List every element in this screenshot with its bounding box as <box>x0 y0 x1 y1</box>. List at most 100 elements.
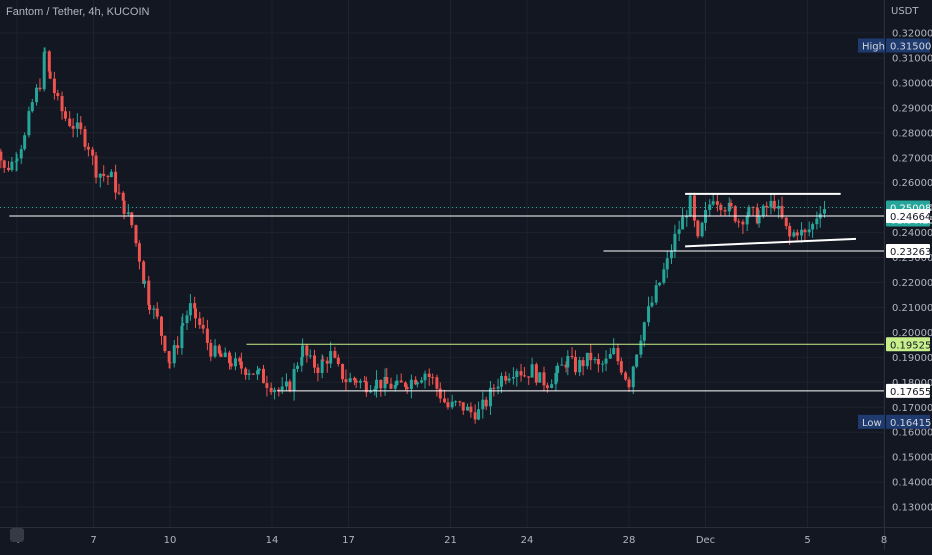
candle-up <box>213 345 217 357</box>
candle-up <box>420 380 424 383</box>
candle-up <box>654 285 658 303</box>
candle-down <box>176 345 180 349</box>
candle-down <box>527 376 531 378</box>
candle-down <box>160 316 164 336</box>
candle-up <box>126 212 130 214</box>
candle-up <box>423 373 427 381</box>
candle-up <box>507 378 511 381</box>
candle-up <box>677 229 681 234</box>
candle-up <box>292 368 296 391</box>
candle-down <box>473 412 477 420</box>
candle-up <box>415 382 419 385</box>
chart-title: Fantom / Tether, 4h, KUCOIN <box>6 6 150 18</box>
x-tick-label: 5 <box>804 535 810 546</box>
candle-up <box>711 201 715 205</box>
candle-up <box>538 372 542 383</box>
x-tick-label: 14 <box>266 535 279 546</box>
candle-up <box>109 171 113 178</box>
candle-up <box>647 306 651 323</box>
candle-down <box>589 352 593 361</box>
candle-down <box>354 380 358 383</box>
candle-down <box>784 217 788 227</box>
candle-up <box>761 205 765 217</box>
price-label-resistance-1[interactable] <box>886 209 930 224</box>
candle-up <box>757 216 761 224</box>
candle-up <box>257 368 261 371</box>
candle-up <box>662 269 666 283</box>
candle-up <box>172 345 176 364</box>
candle-down <box>333 351 337 358</box>
candle-up <box>601 363 605 365</box>
y-tick-label: 0.23000 <box>892 253 932 264</box>
candle-down <box>205 328 209 343</box>
candle-up <box>530 364 534 378</box>
candle-up <box>223 352 227 357</box>
candle-up <box>247 373 251 375</box>
candle-down <box>60 96 64 112</box>
candle-down <box>755 207 759 224</box>
candle-up <box>180 325 184 349</box>
candle-up <box>75 122 79 129</box>
candle-down <box>692 195 696 221</box>
candle-down <box>596 358 600 365</box>
candle-up <box>807 229 811 233</box>
candle-up <box>612 348 616 355</box>
high-marker-value: 0.31500 <box>890 41 931 52</box>
candle-down <box>443 398 447 403</box>
candle-down <box>344 379 348 383</box>
candle-up <box>348 378 352 383</box>
candle-up <box>777 205 781 209</box>
candle-down <box>542 372 546 386</box>
price-label-support-1[interactable] <box>886 243 930 258</box>
candle-up <box>823 209 827 214</box>
candle-down <box>379 379 383 389</box>
tv-logo-mark <box>10 528 24 542</box>
candle-down <box>114 171 118 193</box>
candle-up <box>685 216 689 218</box>
candle-down <box>7 167 11 171</box>
candle-down <box>313 355 317 368</box>
candle-down <box>94 155 98 178</box>
y-tick-label: 0.17000 <box>892 403 932 414</box>
candle-down <box>71 125 75 129</box>
candle-down <box>624 372 628 380</box>
low-marker-label: Low <box>862 418 882 429</box>
candle-up <box>43 51 47 53</box>
candle-up <box>42 52 46 90</box>
price-label-value: 0.24664 <box>890 212 931 223</box>
candle-up <box>681 217 685 230</box>
candle-down <box>751 207 755 209</box>
candle-down <box>564 364 568 368</box>
candle-down <box>741 221 745 225</box>
candle-up <box>727 202 731 212</box>
y-tick-label: 0.30000 <box>892 78 932 89</box>
candle-down <box>79 122 83 130</box>
candle-down <box>48 71 52 79</box>
candle-up <box>10 161 14 171</box>
candle-up <box>383 376 387 389</box>
low-marker-box <box>886 414 930 429</box>
trend-line[interactable] <box>685 237 856 248</box>
candle-down <box>91 149 95 156</box>
currency-label: USDT <box>891 6 919 17</box>
price-label-resistance-2[interactable] <box>886 337 930 352</box>
candle-down <box>229 363 233 367</box>
candle-up <box>608 354 612 359</box>
y-tick-label: 0.14000 <box>892 478 932 489</box>
candle-down <box>570 355 574 357</box>
candle-down <box>519 371 523 376</box>
price-label-support-2[interactable] <box>886 383 930 398</box>
candle-up <box>233 358 237 367</box>
candle-up <box>27 111 31 136</box>
x-tick-label: 28 <box>623 535 636 546</box>
candle-down <box>201 324 205 329</box>
candle-down <box>469 406 473 413</box>
candle-down <box>238 358 242 362</box>
candle-up <box>308 355 312 357</box>
x-tick-label: 24 <box>521 535 534 546</box>
candle-down <box>435 377 439 389</box>
candle-down <box>325 360 329 364</box>
candle-down <box>168 362 172 364</box>
